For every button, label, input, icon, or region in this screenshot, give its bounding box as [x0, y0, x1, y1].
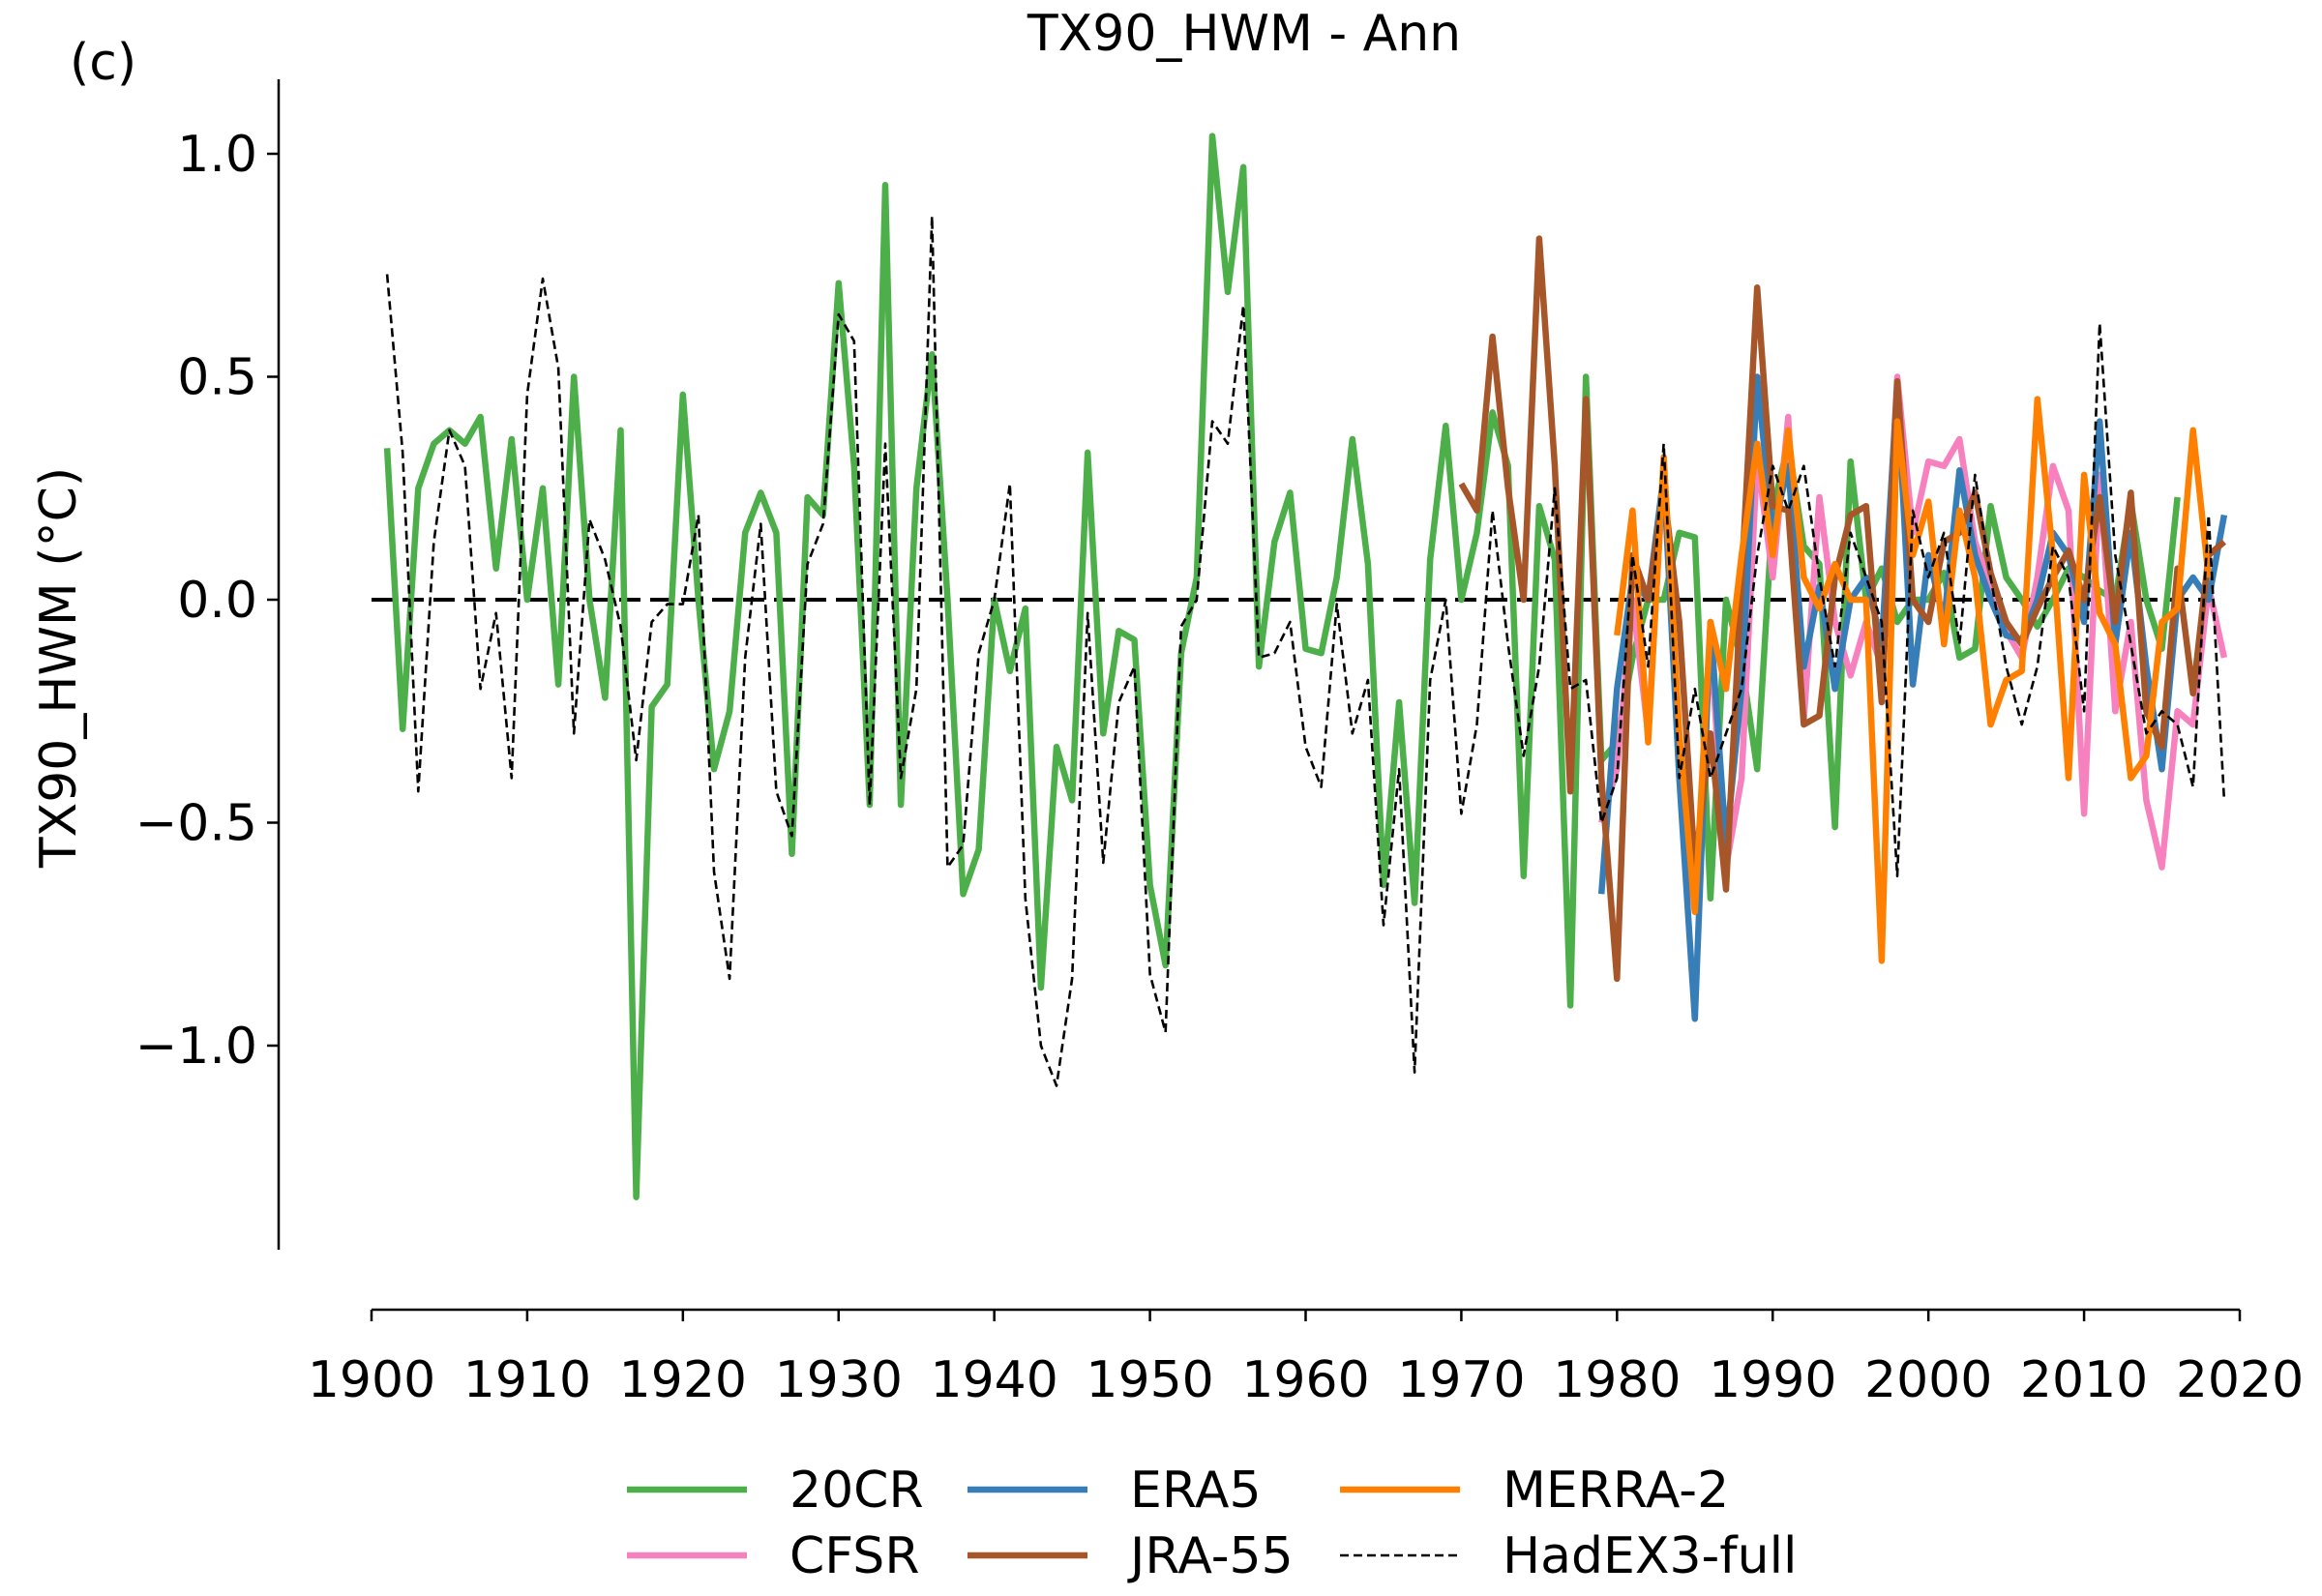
panel-label: (c): [70, 34, 136, 92]
x-tick-label: 1900: [308, 1351, 435, 1409]
y-tick-label: 1.0: [177, 126, 257, 184]
y-tick-label: 0.5: [177, 349, 257, 407]
legend-label: 20CR: [789, 1462, 924, 1520]
legend-label: ERA5: [1130, 1462, 1262, 1520]
x-ticks: 1900 1910 1920 1930 1940 1950 1960 1970 1980 1990…: [308, 1310, 2304, 1409]
x-tick-label: 1990: [1709, 1351, 1836, 1409]
x-tick-label: 1970: [1397, 1351, 1525, 1409]
series-line-merra-2: [1614, 396, 2213, 964]
x-tick-label: 1940: [930, 1351, 1057, 1409]
y-tick-label: −0.5: [135, 795, 257, 853]
legend-label: MERRA-2: [1503, 1462, 1729, 1520]
legend-label: JRA-55: [1127, 1527, 1294, 1585]
x-tick-label: 2000: [1864, 1351, 1992, 1409]
x-tick-label: 1980: [1553, 1351, 1681, 1409]
x-tick-label: 1930: [775, 1351, 903, 1409]
series-group: [383, 133, 2228, 1200]
y-ticks: 1.0 0.5 0.0 −0.5 −1.0: [135, 126, 279, 1076]
x-tick-label: 1950: [1086, 1351, 1213, 1409]
y-axis-label: TX90_HWM (°C): [30, 467, 88, 869]
series-line-era5: [1597, 373, 2228, 1022]
y-tick-label: −1.0: [135, 1018, 257, 1076]
x-tick-label: 1910: [463, 1351, 591, 1409]
legend-label: CFSR: [789, 1527, 919, 1585]
legend-label: HadEX3-full: [1503, 1527, 1797, 1585]
x-tick-label: 1960: [1241, 1351, 1369, 1409]
x-tick-label: 2010: [2020, 1351, 2148, 1409]
chart-title: TX90_HWM - Ann: [1027, 5, 1461, 63]
series-line-20cr: [383, 133, 2181, 1200]
y-tick-label: 0.0: [177, 572, 257, 630]
x-tick-label: 2020: [2176, 1351, 2304, 1409]
series-line-jra-55: [1458, 235, 2227, 983]
x-tick-label: 1920: [619, 1351, 747, 1409]
legend: 20CR CFSR ERA5 JRA-55 MERRA-2 HadEX3-full: [627, 1462, 1797, 1585]
